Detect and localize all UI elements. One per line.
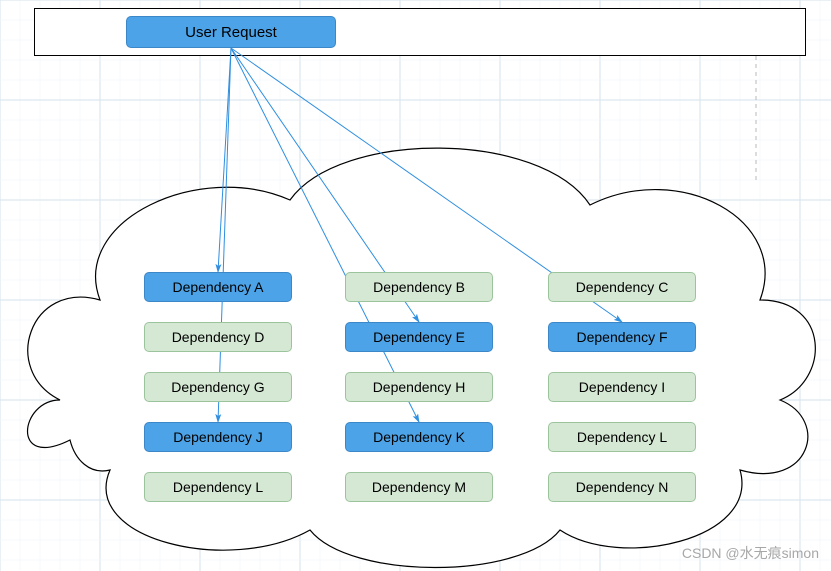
watermark-text: CSDN @水无痕simon <box>682 543 819 563</box>
dependency-node-j: Dependency J <box>144 422 292 452</box>
dependency-node-h: Dependency H <box>345 372 493 402</box>
dependency-label: Dependency J <box>173 429 263 445</box>
dependency-node-g: Dependency G <box>144 372 292 402</box>
dependency-label: Dependency C <box>576 279 669 295</box>
dependency-node-a: Dependency A <box>144 272 292 302</box>
dependency-label: Dependency M <box>372 479 466 495</box>
dependency-label: Dependency D <box>172 329 265 345</box>
arrow-to-k <box>231 48 419 422</box>
dependency-label: Dependency G <box>171 379 264 395</box>
dependency-node-n: Dependency N <box>548 472 696 502</box>
dependency-node-l2: Dependency L <box>144 472 292 502</box>
dependency-node-e: Dependency E <box>345 322 493 352</box>
dependency-label: Dependency E <box>373 329 465 345</box>
dependency-label: Dependency K <box>373 429 465 445</box>
dependency-label: Dependency L <box>577 429 667 445</box>
user-request-label: User Request <box>185 24 277 41</box>
dependency-node-m: Dependency M <box>345 472 493 502</box>
dependency-node-k: Dependency K <box>345 422 493 452</box>
dependency-label: Dependency A <box>172 279 263 295</box>
dependency-label: Dependency L <box>173 479 263 495</box>
dependency-label: Dependency B <box>373 279 465 295</box>
dependency-label: Dependency F <box>576 329 667 345</box>
dependency-node-d: Dependency D <box>144 322 292 352</box>
dependency-node-c: Dependency C <box>548 272 696 302</box>
dependency-label: Dependency H <box>373 379 466 395</box>
user-request-node: User Request <box>126 16 336 48</box>
dependency-label: Dependency N <box>576 479 669 495</box>
dependency-node-b: Dependency B <box>345 272 493 302</box>
dependency-label: Dependency I <box>579 379 665 395</box>
dependency-node-l: Dependency L <box>548 422 696 452</box>
diagram-canvas: User Request Dependency A Dependency B Dep… <box>0 0 831 571</box>
dependency-node-f: Dependency F <box>548 322 696 352</box>
dependency-node-i: Dependency I <box>548 372 696 402</box>
